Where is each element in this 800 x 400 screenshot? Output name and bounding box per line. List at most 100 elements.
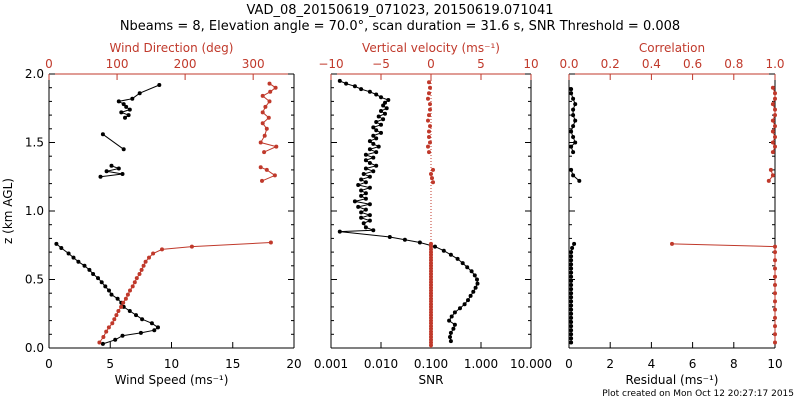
- wind-panel-wind-direction-point: [267, 99, 272, 104]
- snr-panel-vertical-velocity-point: [429, 302, 433, 307]
- wind-panel-wind-speed-point: [100, 341, 105, 346]
- residual-panel-residual-point: [571, 113, 576, 118]
- residual-panel-correlation-point: [773, 91, 777, 96]
- snr-panel-snr-point: [379, 95, 383, 100]
- residual-panel-correlation-point: [773, 340, 777, 345]
- wind-panel-wind-speed-point: [137, 91, 142, 96]
- wind-panel-xtick-bottom-label: 15: [225, 357, 240, 371]
- snr-panel-snr-point: [359, 177, 364, 182]
- residual-panel-residual-point: [573, 118, 578, 123]
- snr-panel-snr-point: [374, 163, 379, 168]
- snr-panel-vertical-velocity-point: [429, 269, 433, 274]
- wind-panel-wind-speed-point: [76, 259, 81, 264]
- snr-panel-snr-point: [371, 125, 376, 130]
- snr-panel-snr-point: [452, 310, 457, 315]
- residual-panel-residual-point: [569, 144, 574, 149]
- snr-panel-snr-point: [363, 196, 368, 201]
- wind-panel-wind-direction-point: [119, 304, 124, 309]
- wind-panel-wind-speed-point: [123, 115, 127, 120]
- snr-panel-snr-point: [383, 100, 387, 105]
- snr-panel-snr-point: [379, 130, 383, 135]
- snr-panel-snr-point: [475, 277, 479, 282]
- residual-panel-residual-point: [569, 340, 574, 345]
- residual-panel-xtick-bottom-label: 6: [689, 357, 697, 371]
- residual-panel-xtick-top-label: 0.2: [601, 57, 620, 71]
- wind-panel-wind-direction-point: [121, 300, 126, 305]
- wind-panel-wind-speed-line: [56, 243, 159, 345]
- residual-panel-residual-point: [571, 150, 576, 155]
- wind-panel-wind-speed-point: [91, 272, 96, 276]
- wind-panel-wind-speed-point: [140, 317, 145, 322]
- residual-panel-xlabel-bottom: Residual (ms⁻¹): [626, 373, 719, 387]
- snr-panel-vertical-velocity-point: [429, 255, 433, 260]
- snr-panel-xtick-top-label: −5: [372, 57, 390, 71]
- snr-panel-xtick-top-label: 5: [477, 57, 485, 71]
- wind-panel-wind-direction-point: [262, 150, 267, 155]
- figure-title-line2: Nbeams = 8, Elevation angle = 70.0°, sca…: [120, 19, 680, 34]
- wind-panel-wind-direction-point: [262, 133, 267, 138]
- snr-panel-snr-point: [363, 191, 368, 196]
- wind-panel-wind-direction-point: [128, 288, 132, 293]
- snr-panel-snr-point: [367, 89, 372, 94]
- residual-panel-xtick-top-label: 0.6: [683, 57, 702, 71]
- snr-panel-snr-point: [447, 318, 452, 323]
- wind-panel-wind-direction-point: [106, 325, 111, 330]
- snr-panel-xlabel-top: Vertical velocity (ms⁻¹): [362, 41, 500, 55]
- snr-panel-vertical-velocity-point: [429, 337, 433, 342]
- residual-panel-xtick-bottom-label: 4: [648, 357, 656, 371]
- residual-panel-xtick-top-label: 0.8: [724, 57, 743, 71]
- wind-panel-wind-direction-point: [260, 93, 265, 98]
- snr-panel-vertical-velocity-point: [431, 180, 435, 185]
- snr-panel-xtick-bottom-label: 1.000: [464, 357, 498, 371]
- residual-panel-residual-point: [569, 291, 574, 296]
- wind-panel-wind-speed-point: [71, 255, 76, 260]
- residual-panel-residual-point: [569, 320, 574, 324]
- wind-panel-wind-direction-point: [104, 329, 109, 334]
- residual-panel-residual-point: [571, 173, 576, 178]
- snr-panel-vertical-velocity-point: [427, 80, 431, 85]
- snr-panel-snr-point: [448, 252, 453, 257]
- snr-panel-snr-point: [475, 281, 480, 286]
- snr-panel-snr-point: [344, 81, 349, 86]
- snr-panel-snr-point: [448, 339, 453, 344]
- residual-panel-xtick-top-label: 0.4: [642, 57, 661, 71]
- snr-panel-vertical-velocity-point: [426, 144, 430, 149]
- snr-panel-snr-point: [379, 122, 383, 127]
- wind-panel-wind-direction-point: [110, 321, 115, 326]
- wind-panel-wind-speed-point: [121, 102, 126, 107]
- residual-panel-xtick-bottom-label: 8: [730, 357, 738, 371]
- snr-panel-snr-point: [473, 285, 478, 290]
- snr-panel-snr-point: [371, 228, 376, 233]
- wind-panel-wind-speed-point: [120, 172, 125, 176]
- residual-panel-residual-point: [569, 283, 574, 287]
- snr-panel-snr-point: [376, 144, 381, 149]
- snr-panel-vertical-velocity-point: [429, 283, 433, 287]
- wind-panel-wind-direction-line: [260, 166, 276, 182]
- wind-panel-wind-speed-point: [138, 330, 143, 335]
- wind-panel-xtick-bottom-label: 10: [164, 357, 179, 371]
- residual-panel-correlation-point: [770, 118, 775, 123]
- y-tick-label: 1.5: [25, 136, 44, 150]
- residual-panel-residual-point: [571, 107, 576, 112]
- wind-panel-wind-direction-point: [134, 276, 139, 281]
- snr-panel-xtick-bottom-label: 0.100: [414, 357, 448, 371]
- wind-panel-wind-direction-point: [123, 296, 128, 301]
- wind-panel-wind-speed-point: [120, 333, 125, 338]
- wind-panel-wind-speed-point: [96, 276, 100, 281]
- residual-panel-residual-point: [569, 278, 574, 283]
- snr-panel-vertical-velocity-point: [428, 140, 432, 145]
- snr-panel-snr-point: [359, 87, 364, 92]
- residual-panel-residual-point: [571, 96, 576, 101]
- residual-panel-residual-point: [573, 140, 578, 145]
- residual-panel-correlation-point: [768, 167, 773, 172]
- snr-panel-snr-point: [374, 120, 379, 124]
- residual-panel-residual-point: [573, 102, 578, 107]
- snr-panel-snr-point: [356, 204, 361, 209]
- snr-panel-vertical-velocity-point: [430, 176, 434, 181]
- snr-panel-snr-point: [352, 84, 357, 89]
- residual-panel-correlation-point: [766, 178, 771, 183]
- wind-panel-wind-speed-point: [119, 110, 124, 115]
- snr-panel-vertical-velocity-point: [429, 247, 433, 252]
- snr-panel-vertical-velocity-point: [427, 150, 431, 155]
